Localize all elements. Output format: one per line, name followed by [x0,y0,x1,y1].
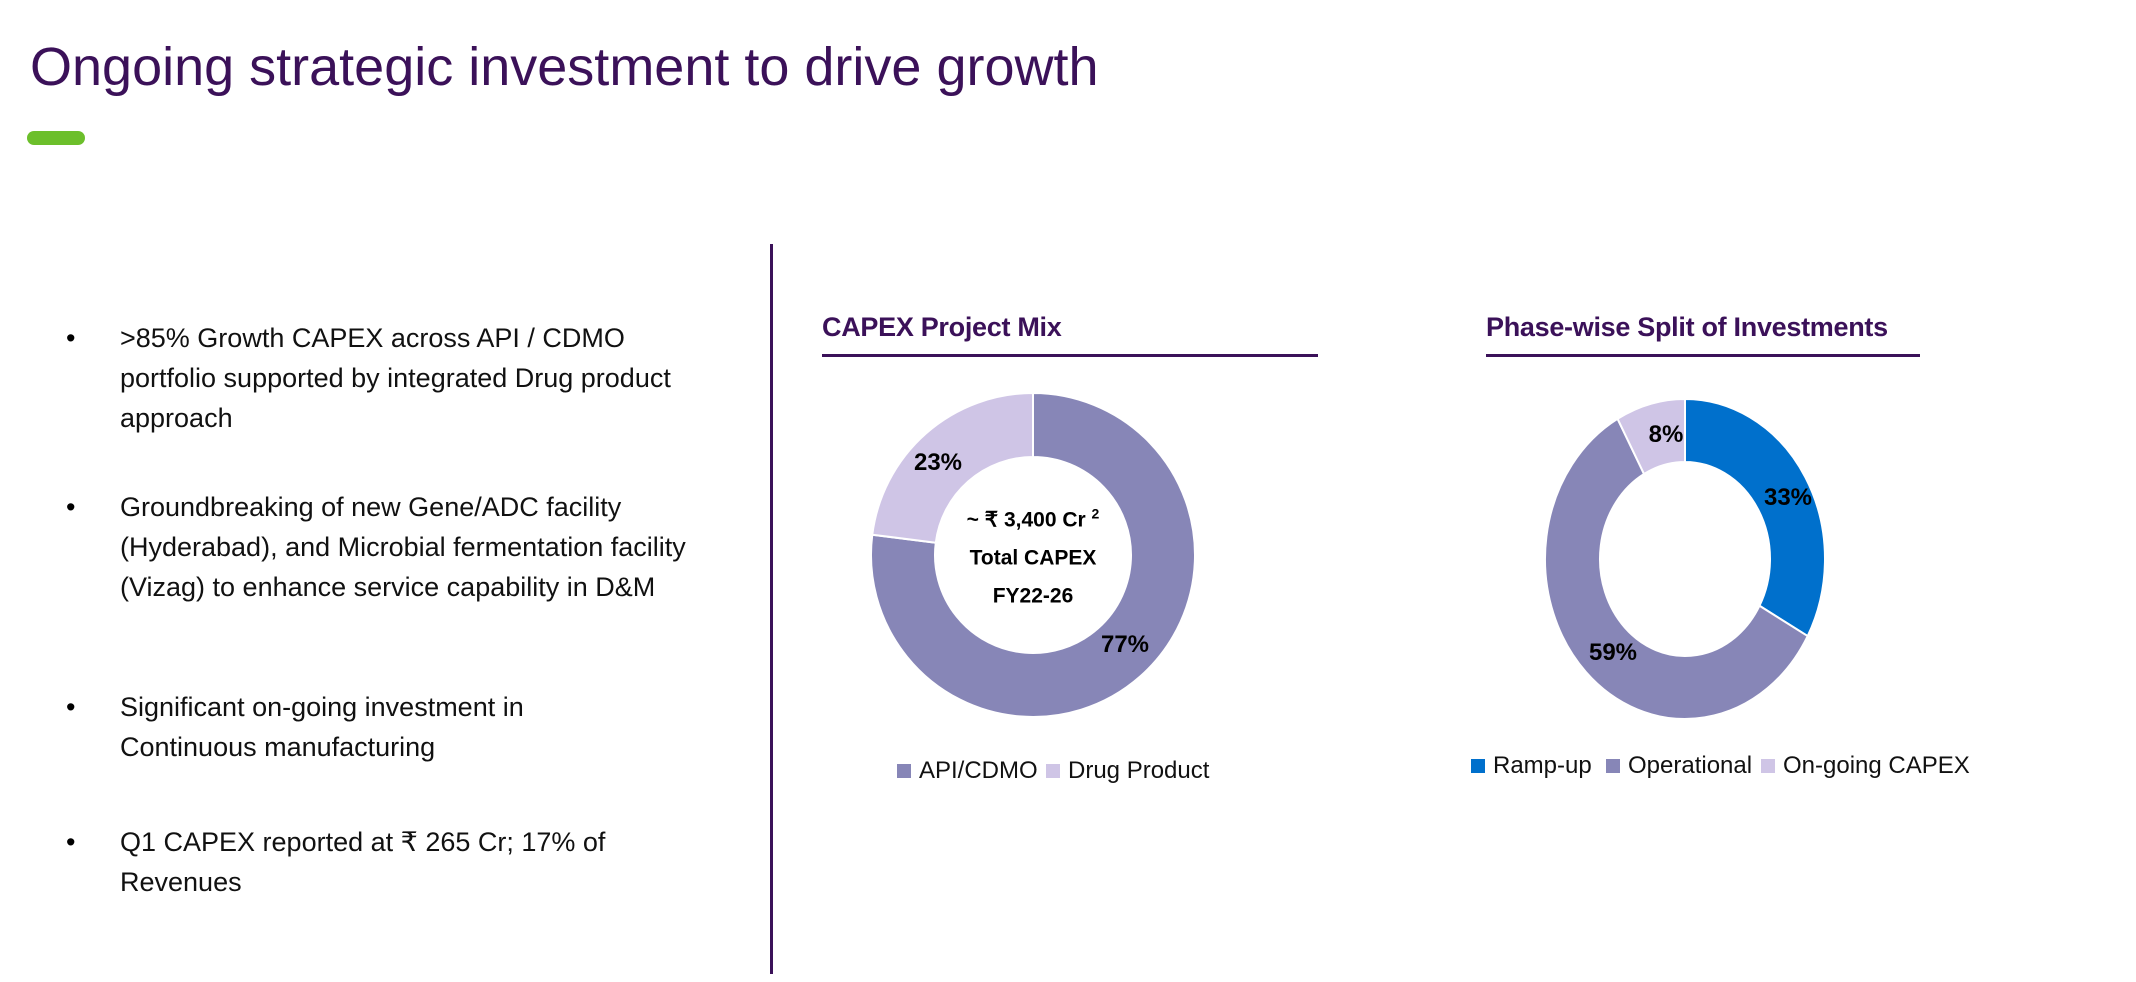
data-label-ramp-up: 33% [1763,484,1813,511]
bullet-item: Groundbreaking of new Gene/ADC facility … [120,492,686,602]
total-capex-period: FY22-26 [992,584,1074,608]
bullet-icon: • [66,323,76,353]
donut-slice-ramp-up [1684,397,1826,638]
title-accent-bar [27,131,85,145]
vertical-divider [770,244,773,974]
bullet-item: Q1 CAPEX reported at ₹ 265 Cr; 17% of Re… [120,827,606,897]
legend-item-operational: Operational [1606,752,1752,780]
bullet-icon: • [66,492,76,522]
bullet-item: Significant on-going investment in Conti… [120,692,524,762]
legend-item-ramp-up: Ramp-up [1471,752,1592,780]
total-capex-label: Total CAPEX [969,546,1097,570]
bullet-icon: • [66,827,76,857]
data-label-operational: 59% [1588,639,1638,666]
legend-swatch [1606,759,1620,773]
legend-item-drug-product: Drug Product [1046,757,1209,785]
data-label-ongoing-capex: 8% [1648,421,1684,448]
legend-label: Ramp-up [1493,752,1592,779]
chart-title-underline [1486,354,1920,357]
page-title: Ongoing strategic investment to drive gr… [30,37,1099,97]
bullet-icon: • [66,692,76,722]
legend-label: Operational [1628,752,1753,779]
donut-slice-on-going-capex [1616,397,1686,476]
footnote-marker: 2 [1091,505,1100,522]
legend-item-api-cdmo: API/CDMO [897,757,1038,785]
legend-swatch [1761,759,1775,773]
legend-swatch [897,764,911,778]
chart-title-phase-split: Phase-wise Split of Investments [1486,312,1888,342]
legend-swatch [1471,759,1485,773]
data-label-api-cdmo: 77% [1100,631,1150,658]
chart-title-underline [822,354,1318,357]
chart-title-capex-mix: CAPEX Project Mix [822,312,1062,342]
donut-slice-api-cdmo [870,391,1196,718]
donut-slice-drug-product [871,391,1034,544]
data-label-drug-product: 23% [913,449,963,476]
legend-item-ongoing-capex: On-going CAPEX [1761,752,1970,780]
donut-center-text: ~ ₹ 3,400 Cr 2 Total CAPEX FY22-26 [967,495,1100,616]
legend-label: On-going CAPEX [1783,752,1970,779]
bullet-item: >85% Growth CAPEX across API / CDMO port… [120,323,671,433]
legend-label: API/CDMO [919,757,1038,784]
legend-swatch [1046,764,1060,778]
legend-label: Drug Product [1068,757,1210,784]
total-capex-value: ~ ₹ 3,400 Cr [966,508,1086,532]
donut-slice-operational [1544,417,1809,720]
